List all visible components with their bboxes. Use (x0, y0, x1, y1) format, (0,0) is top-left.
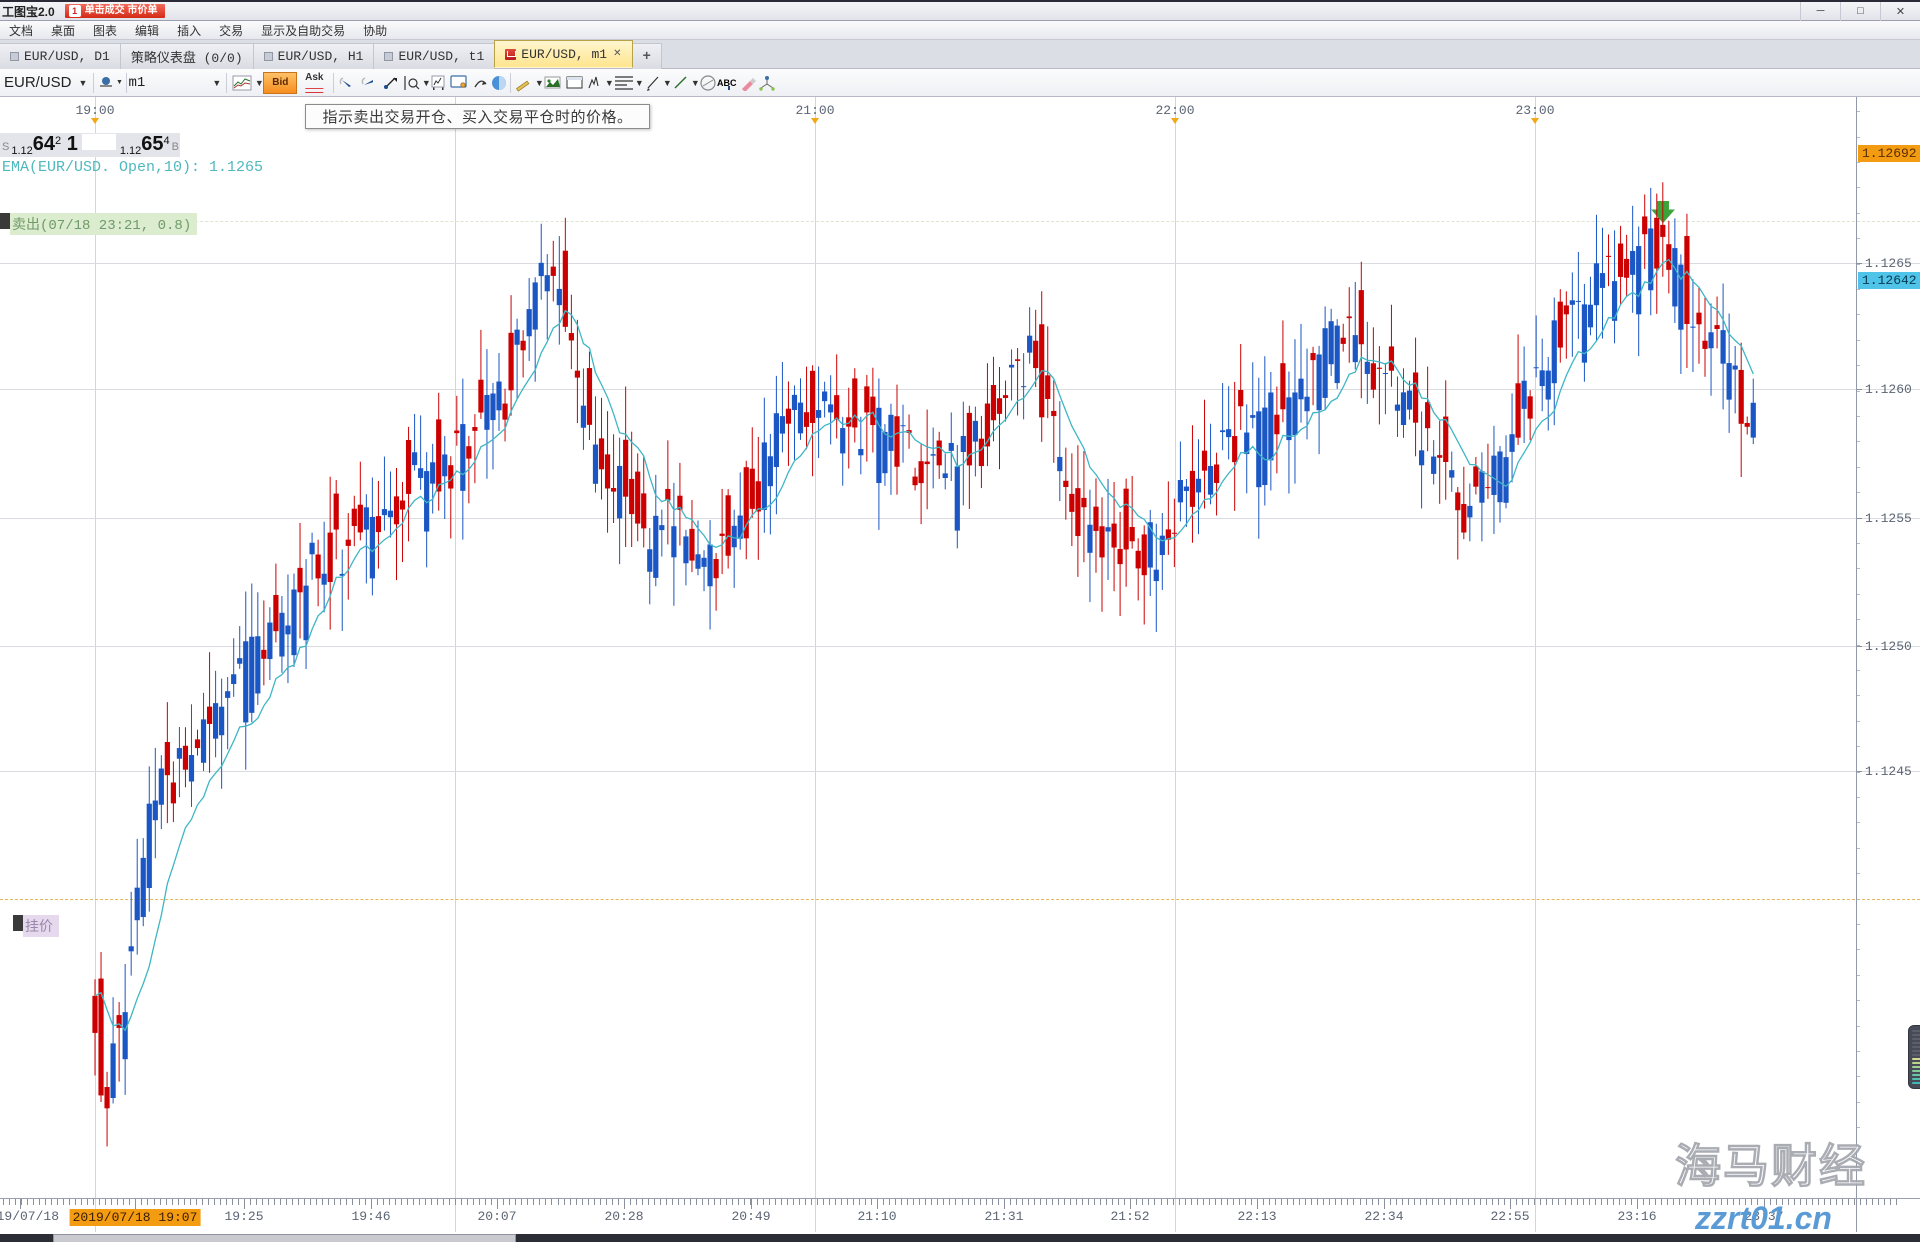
svg-text:ABC: ABC (717, 78, 737, 88)
